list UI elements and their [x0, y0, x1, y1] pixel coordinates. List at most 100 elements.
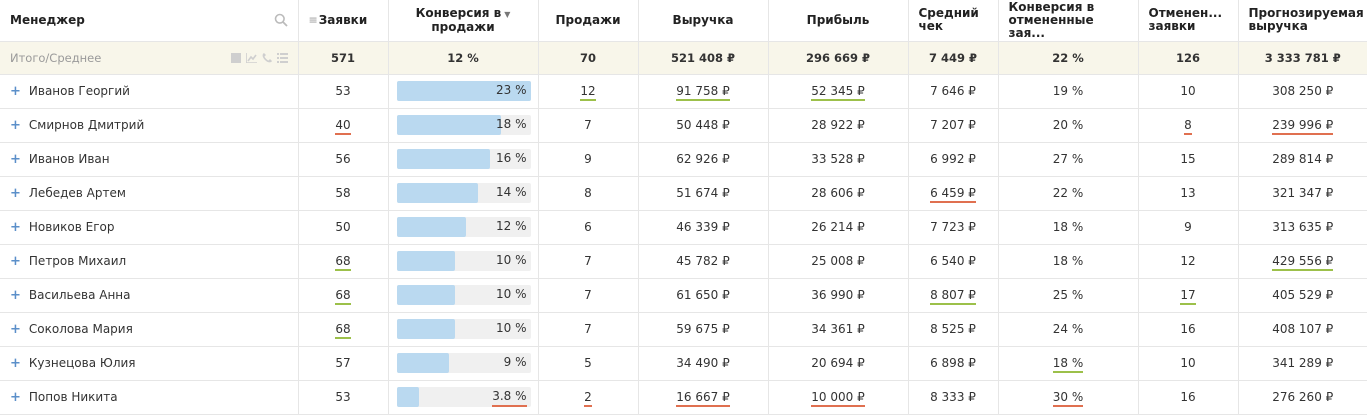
search-icon[interactable]	[274, 13, 288, 27]
avg-check-cell: 6 992 ₽	[908, 142, 999, 177]
cancelled-value: 12	[1180, 254, 1196, 268]
forecast-cell: 341 289 ₽	[1238, 346, 1367, 381]
profit-value: 28 922 ₽	[811, 118, 865, 132]
totals-cancel-conversion: 22 %	[998, 41, 1139, 75]
sales-value: 7	[584, 322, 592, 336]
forecast-value: 321 347 ₽	[1272, 186, 1334, 200]
column-header-conversion-line1: Конверсия в ▼	[399, 6, 528, 21]
table-row[interactable]: + Соколова Мария 68 10 % 7 59 675 ₽ 34 361 ₽ 8 …	[0, 312, 1367, 347]
leads-value: 68	[335, 254, 351, 271]
phone-icon[interactable]	[262, 52, 272, 63]
manager-cell[interactable]: + Попов Никита	[0, 380, 299, 415]
revenue-value: 62 926 ₽	[676, 152, 730, 166]
cancelled-cell: 12	[1138, 244, 1239, 279]
conversion-value: 14 %	[496, 185, 527, 199]
revenue-cell: 59 675 ₽	[638, 312, 769, 347]
manager-cell[interactable]: + Лебедев Артем	[0, 176, 299, 211]
sales-cell: 12	[538, 74, 639, 109]
sales-cell: 5	[538, 346, 639, 381]
avg-check-cell: 7 207 ₽	[908, 108, 999, 143]
hamburger-icon[interactable]: ≡	[308, 13, 318, 27]
revenue-value: 45 782 ₽	[676, 254, 730, 268]
manager-name: Петров Михаил	[28, 253, 127, 268]
revenue-value: 59 675 ₽	[676, 322, 730, 336]
table-row[interactable]: + Иванов Георгий 53 23 % 12 91 758 ₽ 52 345 ₽ 7…	[0, 74, 1367, 109]
conversion-cell: 9 %	[388, 346, 539, 381]
avg-check-value: 7 646 ₽	[930, 84, 976, 98]
revenue-cell: 51 674 ₽	[638, 176, 769, 211]
manager-cell[interactable]: + Иванов Георгий	[0, 74, 299, 109]
profit-value: 36 990 ₽	[811, 288, 865, 302]
table-row[interactable]: + Иванов Иван 56 16 % 9 62 926 ₽ 33 528 ₽ 6 992…	[0, 142, 1367, 177]
chart-view-icon[interactable]	[245, 52, 257, 63]
manager-cell[interactable]: + Соколова Мария	[0, 312, 299, 347]
expand-plus-icon[interactable]: +	[10, 151, 21, 167]
table-row[interactable]: + Новиков Егор 50 12 % 6 46 339 ₽ 26 214 ₽ 7 72…	[0, 210, 1367, 245]
conversion-bar: 16 %	[396, 149, 531, 169]
expand-plus-icon[interactable]: +	[10, 321, 21, 337]
conversion-bar-fill	[396, 149, 490, 169]
table-row[interactable]: + Петров Михаил 68 10 % 7 45 782 ₽ 25 008 ₽ 6 5…	[0, 244, 1367, 279]
conversion-bar-fill	[396, 81, 531, 101]
totals-forecast: 3 333 781 ₽	[1238, 41, 1367, 75]
conversion-value: 3.8 %	[492, 389, 527, 407]
manager-cell[interactable]: + Кузнецова Юлия	[0, 346, 299, 381]
expand-plus-icon[interactable]: +	[10, 117, 21, 133]
avg-check-value: 8 333 ₽	[930, 390, 976, 404]
column-header-cancelled[interactable]: Отменен... заявки	[1138, 0, 1239, 42]
expand-plus-icon[interactable]: +	[10, 219, 21, 235]
table-view-icon[interactable]	[230, 52, 241, 63]
forecast-value: 405 529 ₽	[1272, 288, 1334, 302]
column-header-sales[interactable]: Продажи	[538, 0, 639, 42]
expand-plus-icon[interactable]: +	[10, 253, 21, 269]
conversion-bar-fill	[396, 319, 455, 339]
forecast-value: 289 814 ₽	[1272, 152, 1334, 166]
conversion-value: 10 %	[496, 321, 527, 335]
table-row[interactable]: + Попов Никита 53 3.8 % 2 16 667 ₽ 10 000 ₽ 8 3…	[0, 380, 1367, 415]
cancel-conversion-cell: 27 %	[998, 142, 1139, 177]
column-header-forecast[interactable]: Прогнозируемая выручка	[1238, 0, 1367, 42]
table-row[interactable]: + Васильева Анна 68 10 % 7 61 650 ₽ 36 990 ₽ 8 …	[0, 278, 1367, 313]
forecast-cell: 405 529 ₽	[1238, 278, 1367, 313]
manager-cell[interactable]: + Иванов Иван	[0, 142, 299, 177]
column-header-conversion[interactable]: Конверсия в ▼ продажи	[388, 0, 539, 42]
table-row[interactable]: + Лебедев Артем 58 14 % 8 51 674 ₽ 28 606 ₽ 6 4…	[0, 176, 1367, 211]
cancel-conversion-cell: 18 %	[998, 210, 1139, 245]
cancelled-value: 16	[1180, 390, 1196, 404]
column-header-manager[interactable]: Менеджер	[0, 0, 299, 42]
expand-plus-icon[interactable]: +	[10, 185, 21, 201]
table-row[interactable]: + Кузнецова Юлия 57 9 % 5 34 490 ₽ 20 694 ₽ 6 8…	[0, 346, 1367, 381]
conversion-bar-fill	[396, 217, 467, 237]
column-header-profit[interactable]: Прибыль	[768, 0, 909, 42]
column-header-revenue[interactable]: Выручка	[638, 0, 769, 42]
leads-cell: 53	[298, 74, 389, 109]
expand-plus-icon[interactable]: +	[10, 83, 21, 99]
cancelled-cell: 10	[1138, 346, 1239, 381]
manager-name: Новиков Егор	[28, 219, 115, 234]
revenue-cell: 46 339 ₽	[638, 210, 769, 245]
totals-cancelled: 126	[1138, 41, 1239, 75]
cancelled-value: 10	[1180, 356, 1196, 370]
forecast-value: 429 556 ₽	[1272, 254, 1334, 271]
totals-conversion: 12 %	[388, 41, 539, 75]
conversion-cell: 10 %	[388, 278, 539, 313]
column-header-conversion-line2: продажи	[431, 19, 495, 34]
cancel-conversion-value: 22 %	[1052, 186, 1084, 200]
table-row[interactable]: + Смирнов Дмитрий 40 18 % 7 50 448 ₽ 28 922 ₽ 7…	[0, 108, 1367, 143]
manager-cell[interactable]: + Новиков Егор	[0, 210, 299, 245]
manager-cell[interactable]: + Петров Михаил	[0, 244, 299, 279]
avg-check-header-line1: Средний	[918, 6, 979, 21]
sort-desc-icon[interactable]: ▼	[504, 9, 511, 19]
expand-plus-icon[interactable]: +	[10, 287, 21, 303]
expand-plus-icon[interactable]: +	[10, 355, 21, 371]
conversion-cell: 16 %	[388, 142, 539, 177]
column-header-avg-check[interactable]: Средний чек	[908, 0, 999, 42]
expand-plus-icon[interactable]: +	[10, 389, 21, 405]
conversion-bar-fill	[396, 285, 455, 305]
column-header-cancel-conversion[interactable]: Конверсия в отмененные зая...	[998, 0, 1139, 42]
manager-cell[interactable]: + Васильева Анна	[0, 278, 299, 313]
list-view-icon[interactable]	[276, 52, 288, 63]
sales-cell: 9	[538, 142, 639, 177]
manager-cell[interactable]: + Смирнов Дмитрий	[0, 108, 299, 143]
column-header-leads[interactable]: ≡ Заявки	[298, 0, 389, 42]
